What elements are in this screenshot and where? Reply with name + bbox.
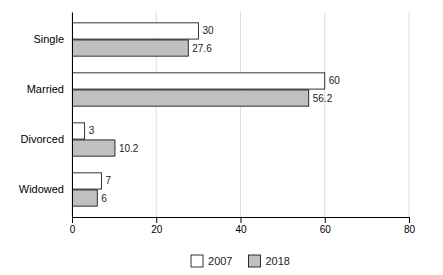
legend-swatch <box>249 255 261 267</box>
data-label: 6 <box>101 193 107 204</box>
series-bars <box>72 40 309 206</box>
chart-svg: 30603727.656.210.26020406080SingleMarrie… <box>0 0 443 275</box>
x-tick-mark <box>325 217 326 223</box>
x-tick-mark <box>72 217 73 223</box>
y-tick-label: Divorced <box>21 133 64 145</box>
legend-label: 2018 <box>266 255 290 267</box>
y-axis: Single Married Divorced Widowed <box>19 13 73 218</box>
data-label: 56.2 <box>313 93 333 104</box>
grid-line <box>409 12 410 217</box>
x-tick-label: 40 <box>235 224 247 235</box>
x-tick: 0 <box>70 217 76 235</box>
y-tick-label: Married <box>27 83 64 95</box>
data-labels: 30 60 3 7 27.6 56.2 10.2 6 <box>89 25 341 203</box>
y-axis-line <box>72 13 73 218</box>
plot: 30603727.656.210.26020406080SingleMarrie… <box>19 12 416 235</box>
bars <box>72 23 325 206</box>
legend-label: 2007 <box>208 255 232 267</box>
x-tick: 20 <box>151 217 163 235</box>
x-tick-label: 60 <box>320 224 332 235</box>
data-label: 30 <box>202 25 214 36</box>
y-tick: Married <box>27 83 72 95</box>
legend-swatch <box>191 255 203 267</box>
bar <box>72 190 97 206</box>
data-label: 7 <box>105 175 111 186</box>
data-label: 27.6 <box>192 43 212 54</box>
x-tick: 40 <box>235 217 247 235</box>
bar <box>72 73 325 89</box>
bar <box>72 173 101 189</box>
bar <box>72 23 198 39</box>
bar <box>72 40 188 56</box>
grid <box>72 12 409 217</box>
bar <box>72 123 85 139</box>
data-label: 3 <box>89 125 95 136</box>
x-tick-mark <box>409 217 410 223</box>
x-tick: 80 <box>404 217 416 235</box>
x-tick-label: 0 <box>70 224 76 235</box>
x-tick-mark <box>241 217 242 223</box>
y-tick: Single <box>33 33 72 45</box>
y-tick-label: Single <box>33 33 64 45</box>
x-tick-mark <box>156 217 157 223</box>
x-tick-label: 20 <box>151 224 163 235</box>
grid-line <box>240 12 241 217</box>
y-tick: Divorced <box>21 133 72 145</box>
y-tick: Widowed <box>19 183 72 195</box>
x-tick: 60 <box>320 217 332 235</box>
y-tick-label: Widowed <box>19 183 64 195</box>
x-axis-line <box>73 218 410 224</box>
grid-line <box>72 12 73 217</box>
bar <box>72 140 115 156</box>
legend-item: 2007 <box>191 255 232 267</box>
bar <box>72 90 309 106</box>
legend: 2007 2018 <box>191 255 290 267</box>
series-bars <box>72 23 325 189</box>
x-tick-label: 80 <box>404 224 416 235</box>
data-label: 60 <box>329 75 341 86</box>
chart-container: 30603727.656.210.26020406080SingleMarrie… <box>0 0 443 275</box>
legend-item: 2018 <box>249 255 290 267</box>
grid-line <box>324 12 325 217</box>
data-label: 10.2 <box>119 143 139 154</box>
x-axis: 0 20 40 60 80 <box>70 217 416 235</box>
